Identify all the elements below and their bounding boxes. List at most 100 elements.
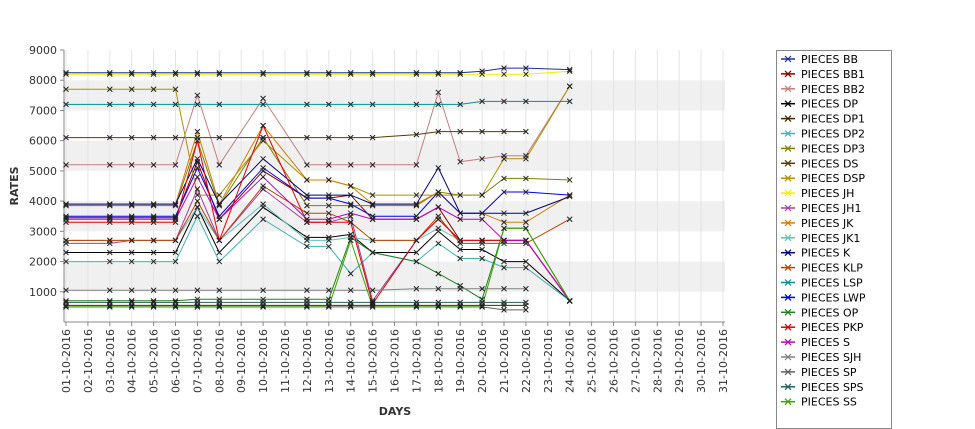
legend-item: PIECES JK1 <box>781 232 860 245</box>
vertical-gridlines <box>65 50 724 322</box>
data-point-marker <box>150 249 157 256</box>
legend-swatch-marker <box>784 368 792 376</box>
data-point-marker <box>106 258 113 265</box>
data-point-marker <box>501 307 507 313</box>
data-point-marker <box>63 161 69 168</box>
data-point-marker <box>128 237 135 244</box>
legend-item: PIECES SP <box>781 366 857 379</box>
data-point-marker <box>172 297 179 304</box>
legend-swatch-marker <box>784 189 792 197</box>
series-markers <box>63 65 573 313</box>
data-point-marker <box>566 66 573 73</box>
data-point-marker <box>435 225 442 232</box>
x-tick-label: 31-10-2016 <box>717 329 730 393</box>
x-tick-label: 11-10-2016 <box>279 329 292 393</box>
data-point-marker <box>150 216 157 223</box>
x-tick-label: 09-10-2016 <box>235 329 248 393</box>
legend-swatch-marker <box>784 174 792 182</box>
data-point-marker <box>194 69 201 76</box>
data-point-marker <box>172 202 179 209</box>
x-tick-label: 24-10-2016 <box>564 329 577 393</box>
x-tick-label: 23-10-2016 <box>542 329 555 393</box>
data-point-marker <box>172 299 179 306</box>
data-point-marker <box>304 216 310 223</box>
data-point-marker <box>501 264 507 271</box>
x-tick-label: 08-10-2016 <box>213 329 226 393</box>
data-point-marker <box>172 101 179 108</box>
x-tick-label: 05-10-2016 <box>148 329 161 393</box>
x-tick-label: 29-10-2016 <box>673 329 686 393</box>
data-point-marker <box>128 86 135 93</box>
data-point-marker <box>369 304 376 310</box>
x-tick-label: 21-10-2016 <box>498 329 511 393</box>
data-point-marker <box>304 134 310 141</box>
legend-swatch-marker <box>784 353 792 361</box>
legend-item: PIECES LSP <box>781 277 863 290</box>
y-tick-label: 1000 <box>29 286 57 299</box>
legend-item: PIECES JH <box>781 187 854 200</box>
legend-label: PIECES JK1 <box>801 232 860 245</box>
data-point-marker <box>128 101 135 108</box>
data-point-marker <box>194 204 201 211</box>
data-point-marker <box>304 299 310 306</box>
data-point-marker <box>479 237 485 244</box>
data-point-marker <box>304 161 310 168</box>
data-point-marker <box>304 71 310 78</box>
x-tick-label: 13-10-2016 <box>323 329 336 393</box>
x-tick-label: 22-10-2016 <box>520 329 533 393</box>
data-point-marker <box>347 183 354 189</box>
data-point-marker <box>325 243 332 250</box>
legend-swatch-marker <box>784 323 792 331</box>
legend-label: PIECES DP2 <box>801 128 865 141</box>
data-point-marker <box>216 161 223 168</box>
data-point-marker <box>347 219 354 226</box>
x-tick-label: 19-10-2016 <box>454 329 467 393</box>
data-point-marker <box>128 299 135 306</box>
data-point-marker <box>566 68 573 75</box>
data-point-marker <box>501 237 507 244</box>
legend-item: PIECES SJH <box>781 351 861 364</box>
data-point-marker <box>347 210 354 217</box>
data-point-marker <box>128 202 135 209</box>
data-point-marker <box>260 69 266 76</box>
legend-label: PIECES DP <box>801 98 858 111</box>
legend-swatch-marker <box>784 308 792 316</box>
legend-item: PIECES DSP <box>781 172 865 185</box>
data-point-marker <box>128 201 135 207</box>
data-point-marker <box>566 83 573 90</box>
data-point-marker <box>216 287 223 294</box>
legend-label: PIECES S <box>801 336 850 349</box>
data-point-marker <box>479 285 485 292</box>
data-point-marker <box>128 287 135 294</box>
legend-swatch-marker <box>784 85 792 93</box>
data-point-marker <box>523 237 529 244</box>
data-point-marker <box>435 89 442 96</box>
x-tick-label: 26-10-2016 <box>608 329 621 393</box>
data-point-marker <box>347 192 354 198</box>
data-point-marker <box>216 192 223 198</box>
data-point-marker <box>260 183 266 189</box>
data-point-marker <box>501 98 507 105</box>
data-point-marker <box>63 71 69 78</box>
data-point-marker <box>216 237 223 244</box>
data-point-marker <box>260 101 266 108</box>
data-point-marker <box>216 249 223 256</box>
data-point-marker <box>369 299 376 306</box>
data-point-marker <box>369 216 376 223</box>
legend-swatch-marker <box>784 264 792 272</box>
data-point-marker <box>566 216 573 223</box>
data-point-marker <box>413 249 420 256</box>
data-point-marker <box>501 175 507 182</box>
legend-swatch-marker <box>784 204 792 212</box>
data-point-marker <box>216 202 223 209</box>
data-point-marker <box>106 69 113 76</box>
data-point-marker <box>523 285 529 292</box>
data-point-marker <box>128 69 135 76</box>
data-point-marker <box>457 210 464 217</box>
data-point-marker <box>501 65 507 71</box>
legend-item: PIECES LWP <box>781 291 866 304</box>
x-tick-label: 28-10-2016 <box>651 329 664 393</box>
data-point-marker <box>413 304 420 310</box>
data-point-marker <box>479 304 485 310</box>
data-point-marker <box>347 69 354 76</box>
